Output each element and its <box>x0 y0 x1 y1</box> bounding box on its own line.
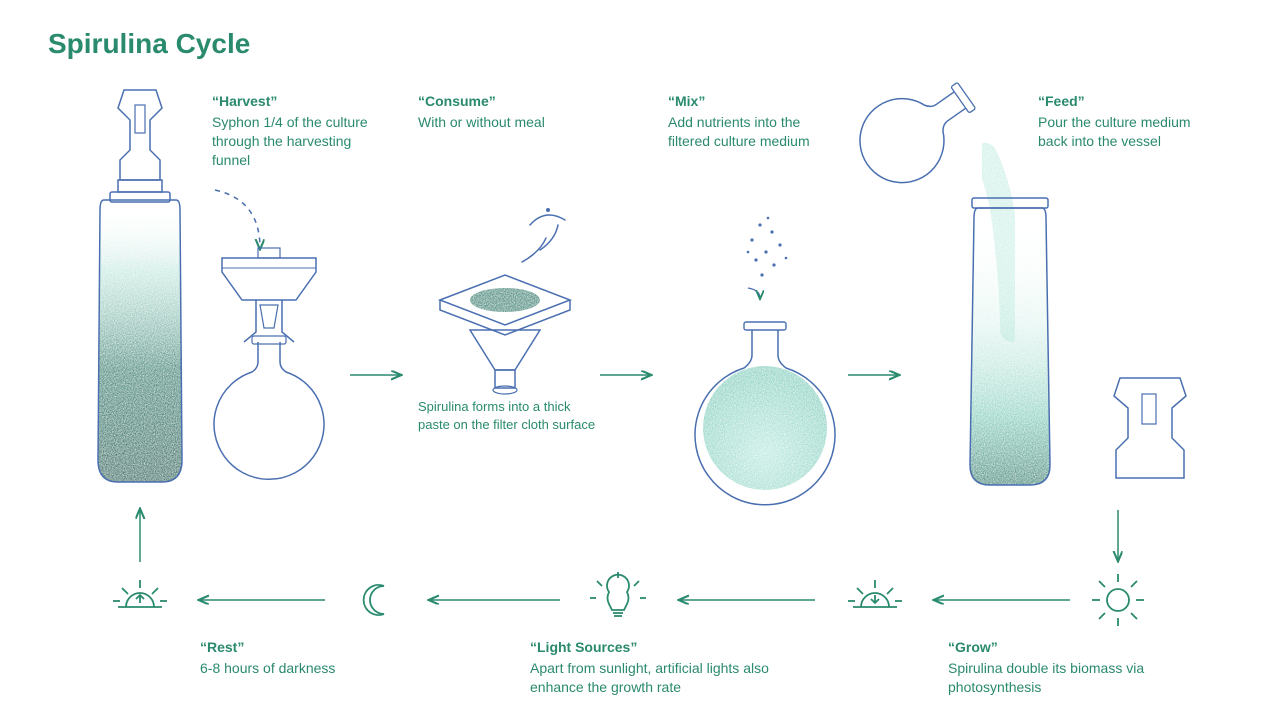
main-bottle <box>98 90 182 482</box>
sun-down-icon <box>848 580 902 607</box>
diagram-canvas <box>0 0 1280 720</box>
sun-up-icon <box>113 580 167 607</box>
moon-icon <box>364 585 384 615</box>
mix-flask <box>695 217 835 505</box>
sun-icon <box>1092 574 1144 626</box>
dashed-arrow-syphon <box>215 190 260 248</box>
bulb-icon <box>590 572 646 616</box>
filter-dish <box>440 208 570 394</box>
harvest-funnel-flask <box>214 248 324 479</box>
feed-group <box>843 61 1186 485</box>
